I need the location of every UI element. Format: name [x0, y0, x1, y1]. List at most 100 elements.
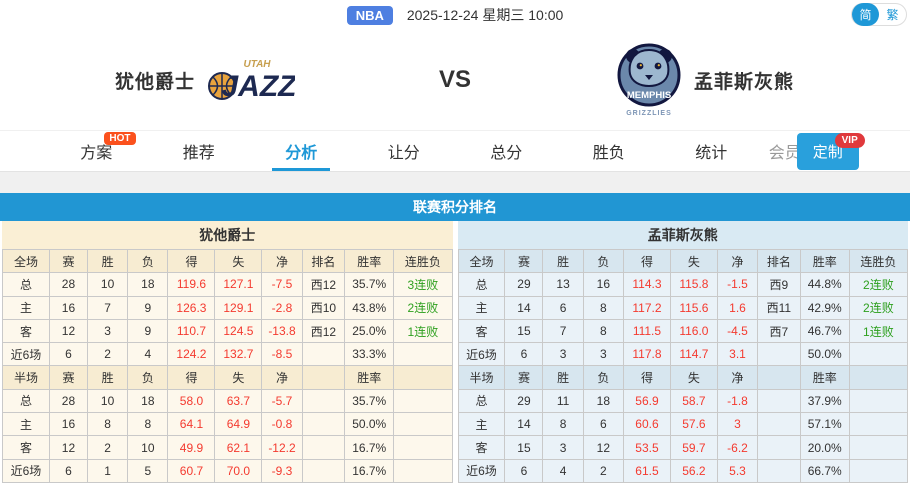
tab-推荐[interactable]: 推荐: [148, 131, 251, 171]
header-cell: 胜率: [799, 365, 850, 390]
cell: 总: [457, 388, 506, 414]
table-team-headers: 犹他爵士 孟菲斯灰熊: [0, 221, 910, 249]
tab-label: 统计: [695, 145, 728, 162]
cell: 132.7: [214, 342, 263, 367]
header-cell: 连胜负: [848, 248, 909, 274]
cell: 8: [582, 318, 624, 344]
lang-traditional-button[interactable]: 繁: [886, 8, 899, 22]
cell: 2连败: [848, 272, 909, 297]
cell: 5: [127, 458, 169, 484]
header-cell: 胜: [542, 365, 584, 390]
lang-simplified-button[interactable]: 简: [852, 3, 879, 26]
cell: 44.8%: [799, 272, 850, 297]
cell: -13.8: [261, 318, 303, 344]
cell: 124.5: [214, 318, 263, 344]
header-cell: 净: [261, 365, 303, 390]
cell: 124.2: [167, 342, 216, 367]
cell: 12: [48, 318, 88, 344]
table-row: 主 16 7 9 126.3 129.1 -2.8 西10 43.8% 2连败: [2, 295, 453, 320]
cell: 1.6: [716, 295, 759, 320]
cell: 127.1: [214, 272, 263, 297]
cell: 3: [582, 342, 624, 367]
table-row: 近6场 6 2 4 124.2 132.7 -8.5 33.3%: [2, 342, 453, 367]
cell: 110.7: [167, 318, 216, 344]
cell: -7.5: [261, 272, 303, 297]
tab-统计[interactable]: 统计: [660, 131, 763, 171]
cell: 7: [542, 318, 584, 344]
header-cell: 赛: [48, 365, 88, 390]
cell: 3.1: [716, 342, 759, 367]
cell: 3: [86, 318, 129, 344]
cell: 16: [582, 272, 624, 297]
cell: 7: [86, 295, 129, 320]
cell: [848, 435, 909, 460]
tab-总分[interactable]: 总分: [455, 131, 558, 171]
cell: 近6场: [457, 342, 506, 367]
tab-label: 胜负: [592, 145, 625, 162]
header-cell: 胜率: [799, 248, 850, 274]
tab-label: 推荐: [182, 145, 215, 162]
cell: 3: [542, 435, 584, 460]
cell: 114.3: [622, 272, 671, 297]
cell: 18: [127, 388, 169, 414]
cell: 主: [457, 295, 506, 320]
cell: 客: [2, 435, 50, 460]
tab-label: 分析: [285, 145, 318, 162]
cell: 6: [48, 342, 88, 367]
tab-方案[interactable]: 方案 HOT: [45, 131, 148, 171]
cell: 50.0%: [344, 412, 395, 437]
cell: 33.3%: [344, 342, 395, 367]
cell: 53.5: [622, 435, 671, 460]
header-cell: 胜: [542, 248, 584, 274]
header-cell: 负: [127, 248, 169, 274]
cell: 2: [86, 435, 129, 460]
cell: [848, 458, 909, 484]
table-header-row: 全场赛胜负得失净排名 胜率 连胜负: [2, 248, 453, 274]
cell: 西9: [757, 272, 801, 297]
cell: 11: [542, 388, 584, 414]
cell: 16.7%: [344, 435, 395, 460]
tab-分析[interactable]: 分析: [250, 131, 353, 171]
cell: 60.7: [167, 458, 216, 484]
cell: 西12: [301, 318, 346, 344]
cell: 111.5: [622, 318, 671, 344]
cell: 115.8: [669, 272, 718, 297]
header-cell: 胜: [86, 248, 129, 274]
cell: 1: [86, 458, 129, 484]
table-row: 近6场 6 4 2 61.5 56.2 5.3 66.7%: [457, 458, 909, 484]
tab-胜负[interactable]: 胜负: [558, 131, 661, 171]
header-cell: 全场: [457, 248, 506, 274]
tab-让分[interactable]: 让分: [353, 131, 456, 171]
cell: 13: [542, 272, 584, 297]
svg-text:UTAH: UTAH: [243, 59, 271, 70]
cell: 主: [2, 295, 50, 320]
cell: 115.6: [669, 295, 718, 320]
table-row: 总 29 13 16 114.3 115.8 -1.5 西9 44.8% 2连败: [457, 272, 909, 297]
cell: [848, 388, 909, 414]
cell: 56.9: [622, 388, 671, 414]
cell: [757, 342, 801, 367]
cell: 49.9: [167, 435, 216, 460]
cell: -12.2: [261, 435, 303, 460]
cell: 29: [504, 272, 544, 297]
cell: 61.5: [622, 458, 671, 484]
cell: -0.8: [261, 412, 303, 437]
cell: 客: [2, 318, 50, 344]
header-cell: 得: [622, 365, 671, 390]
cell: [393, 342, 453, 367]
away-stats-table: 全场赛胜负得失净排名 胜率 连胜负总 29 13 16 114.3 115.8 -1.5 西9 44…: [457, 248, 909, 484]
cell: 43.8%: [344, 295, 395, 320]
tab-会员[interactable]: 会员 定制 VIP: [763, 131, 866, 171]
cell: 4: [127, 342, 169, 367]
cell: 42.9%: [799, 295, 850, 320]
cell: 12: [582, 435, 624, 460]
header-cell: 赛: [504, 365, 544, 390]
language-toggle[interactable]: 简 繁: [851, 3, 907, 26]
cell: 总: [457, 272, 506, 297]
header-cell: 胜: [86, 365, 129, 390]
utah-jazz-logo-icon: UTAH JAZZ: [208, 59, 295, 103]
header-cell: [393, 365, 453, 390]
cell: 8: [86, 412, 129, 437]
cell: 14: [504, 295, 544, 320]
cell: 10: [86, 272, 129, 297]
